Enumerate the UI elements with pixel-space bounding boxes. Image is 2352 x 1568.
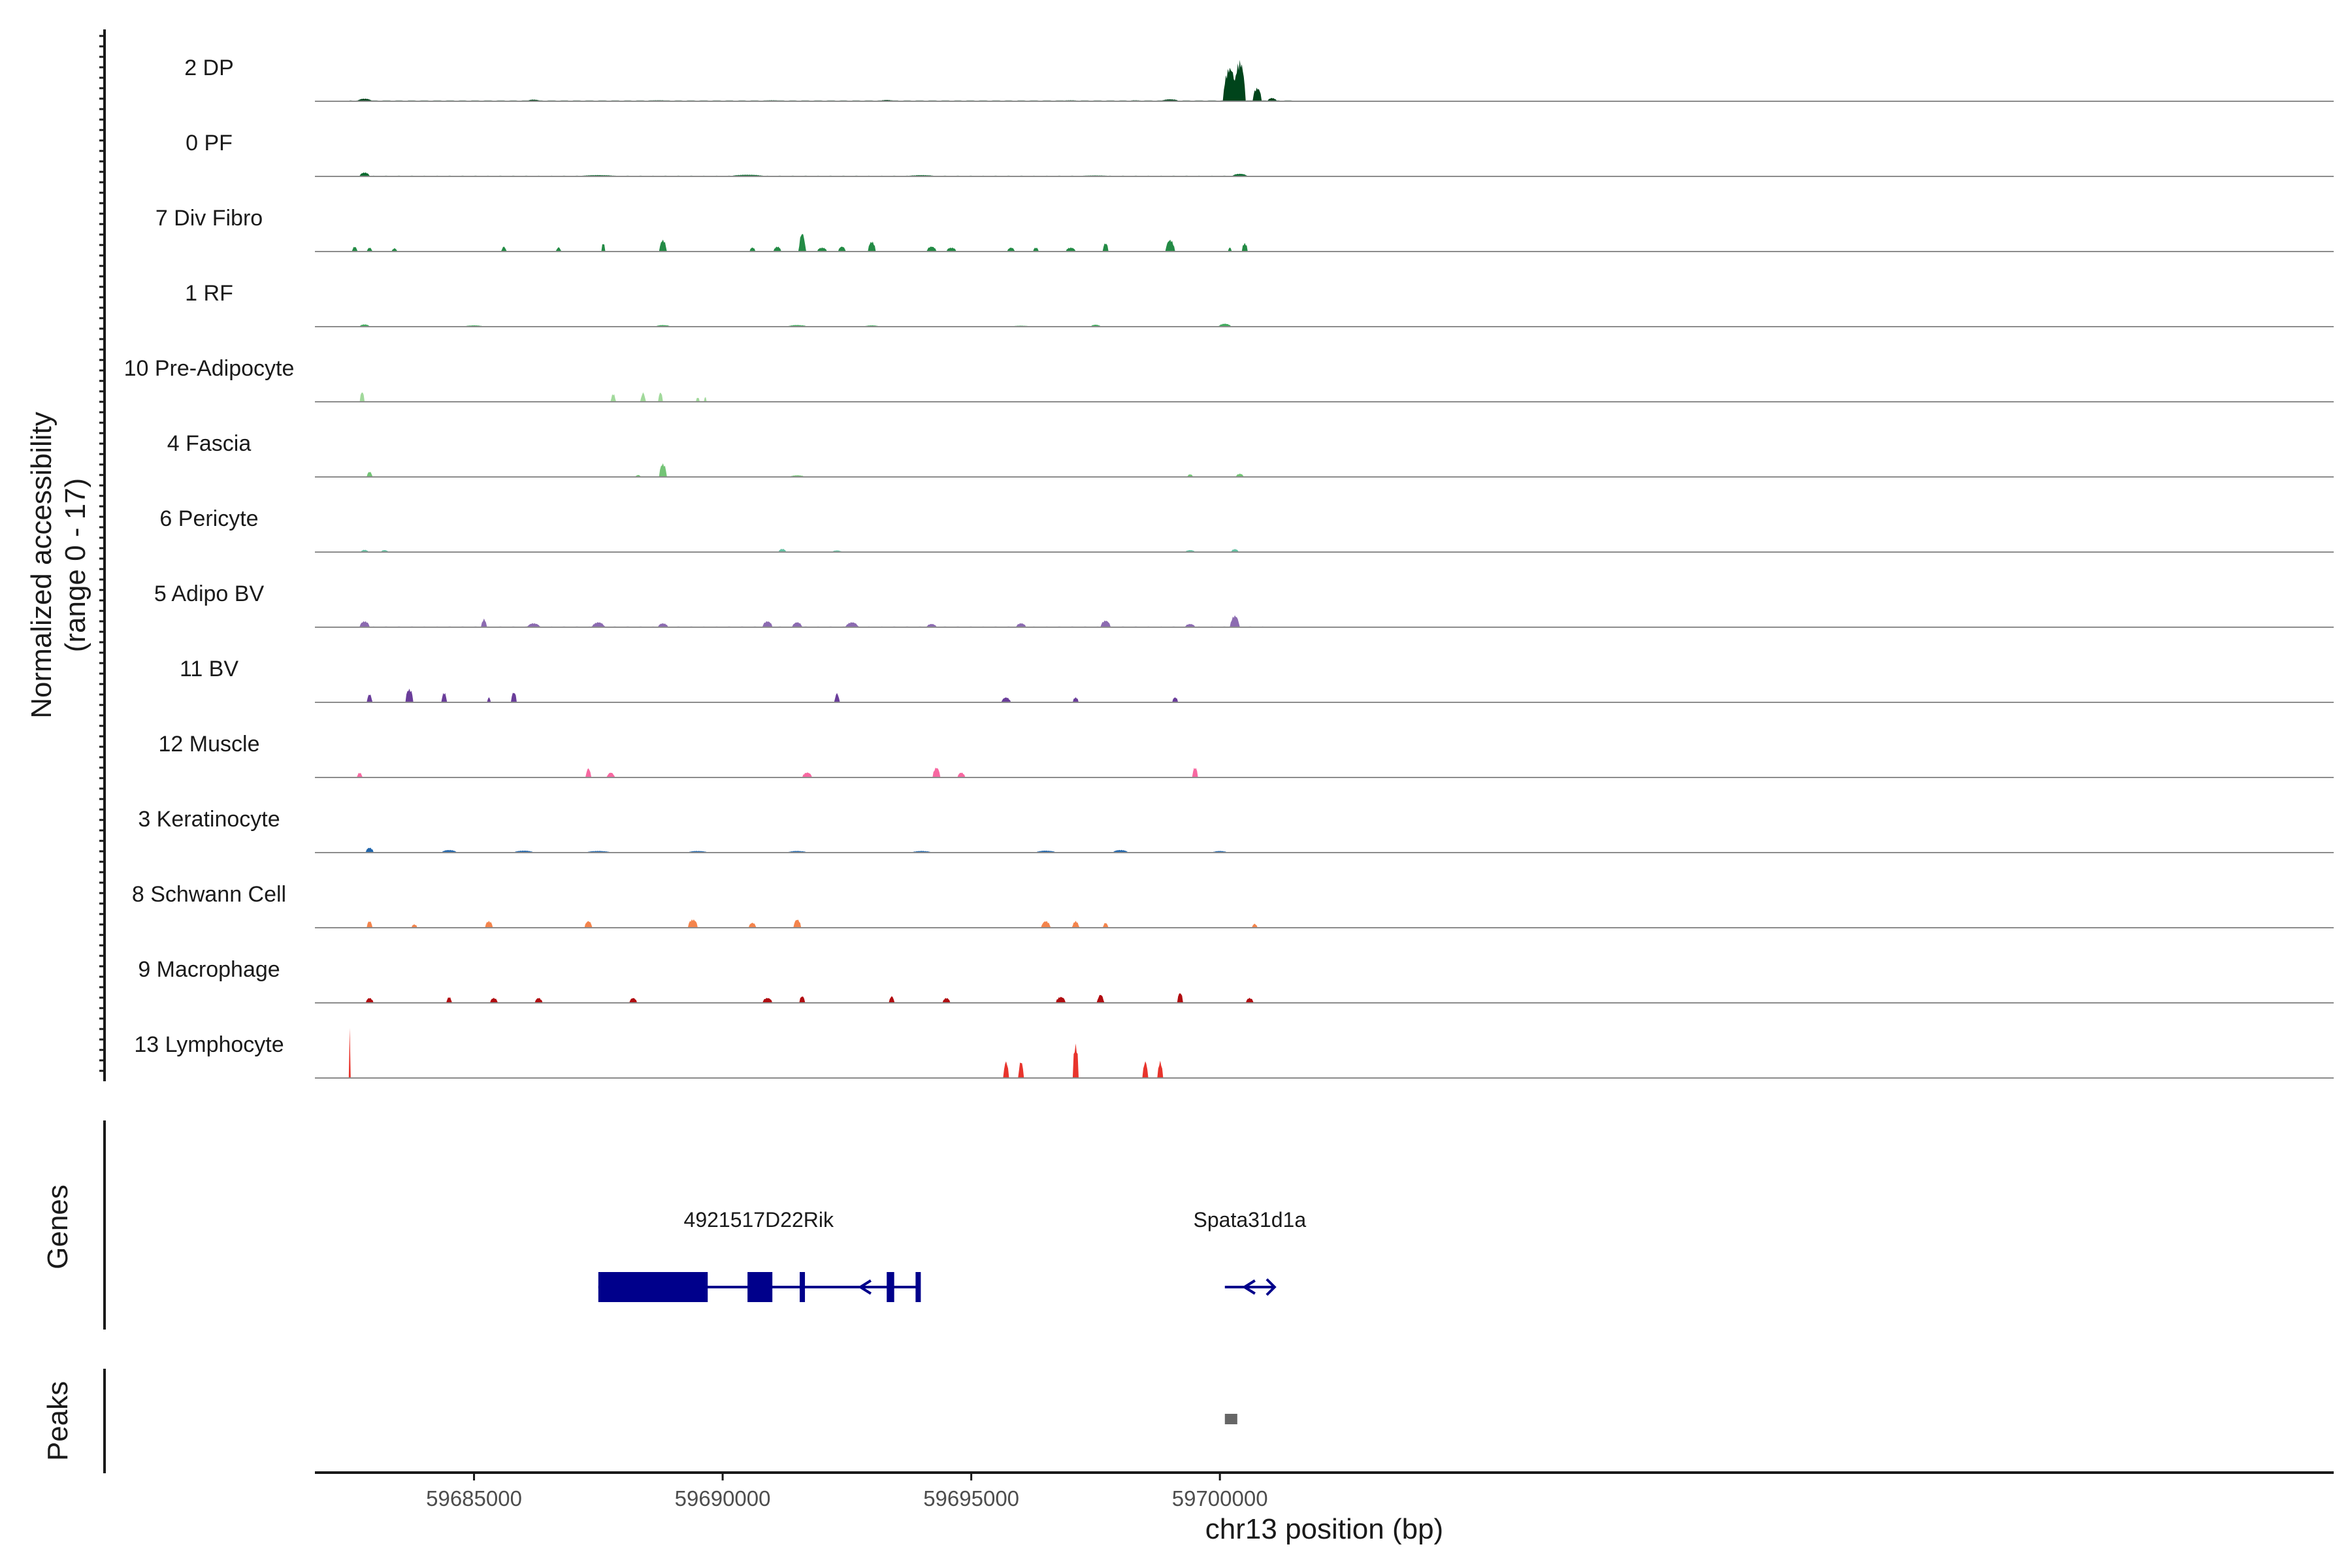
track-label: 4 Fascia [167, 431, 252, 456]
track-label: 5 Adipo BV [154, 581, 265, 606]
gene-annotations: 4921517D22Rik Spata31d1a [598, 1208, 1307, 1302]
gene-exon [800, 1272, 806, 1302]
gene-label: 4921517D22Rik [684, 1208, 835, 1232]
gene-exon [747, 1272, 773, 1302]
x-axis-title: chr13 position (bp) [1205, 1513, 1443, 1545]
gene-exon [887, 1272, 894, 1302]
track-3-keratinocyte: 3 Keratinocyte [138, 807, 2334, 853]
track-label: 10 Pre-Adipocyte [124, 356, 295, 381]
gene-exon [598, 1272, 708, 1302]
coverage-y-ticks [99, 35, 105, 1072]
track-label: 9 Macrophage [138, 957, 280, 982]
x-tick-label: 59690000 [675, 1486, 771, 1511]
track-9-macrophage: 9 Macrophage [138, 957, 2334, 1004]
y-axis-title: Normalized accessibility (range 0 - 17) [25, 412, 91, 718]
track-label: 3 Keratinocyte [138, 807, 280, 832]
track-5-adipo-bv: 5 Adipo BV [154, 581, 2334, 628]
track-7-div-fibro: 7 Div Fibro [155, 206, 2334, 252]
gene-exon [915, 1272, 921, 1302]
genes-panel-label: Genes [42, 1184, 74, 1269]
track-1-rf: 1 RF [185, 281, 2334, 327]
track-12-muscle: 12 Muscle [159, 732, 2334, 778]
track-label: 8 Schwann Cell [132, 882, 286, 907]
track-4-fascia: 4 Fascia [167, 431, 2334, 478]
track-label: 7 Div Fibro [155, 206, 263, 231]
track-6-pericyte: 6 Pericyte [159, 506, 2334, 553]
track-label: 12 Muscle [159, 732, 260, 757]
track-label: 0 PF [186, 131, 233, 155]
gene-spata31d1a: Spata31d1a [1194, 1208, 1307, 1296]
strand-arrow [1242, 1279, 1256, 1295]
track-2-dp: 2 DP [184, 56, 2334, 102]
track-label: 13 Lymphocyte [134, 1032, 284, 1057]
track-8-schwann-cell: 8 Schwann Cell [132, 882, 2334, 928]
coverage-tracks: 2 DP 0 PF 7 Div Fibro 1 RF 10 Pre-Adipocyte 4… [124, 56, 2334, 1079]
track-label: 11 BV [180, 657, 238, 681]
track-13-lymphocyte: 13 Lymphocyte [134, 1028, 2334, 1079]
track-10-pre-adipocyte: 10 Pre-Adipocyte [124, 356, 2334, 402]
y-axis-title-line1: Normalized accessibility [25, 412, 57, 718]
track-label: 2 DP [184, 56, 234, 80]
gene-4921517d22rik: 4921517D22Rik [598, 1208, 921, 1302]
gene-label: Spata31d1a [1194, 1208, 1307, 1232]
peak-region [1224, 1414, 1237, 1424]
gene-end-marker [1266, 1278, 1277, 1296]
peak-regions [1224, 1414, 1237, 1424]
track-11-bv: 11 BV [180, 657, 2334, 703]
peaks-panel-label: Peaks [42, 1381, 74, 1461]
x-tick-label: 59700000 [1172, 1486, 1268, 1511]
y-axis-title-line2: (range 0 - 17) [59, 478, 91, 653]
strand-arrow [858, 1279, 872, 1295]
track-0-pf: 0 PF [186, 131, 2334, 177]
track-label: 6 Pericyte [159, 506, 258, 531]
x-tick-label: 59685000 [426, 1486, 522, 1511]
x-tick-label: 59695000 [923, 1486, 1019, 1511]
track-label: 1 RF [185, 281, 233, 306]
x-axis-ticks: 59685000 59690000 59695000 59700000 [426, 1473, 1268, 1511]
